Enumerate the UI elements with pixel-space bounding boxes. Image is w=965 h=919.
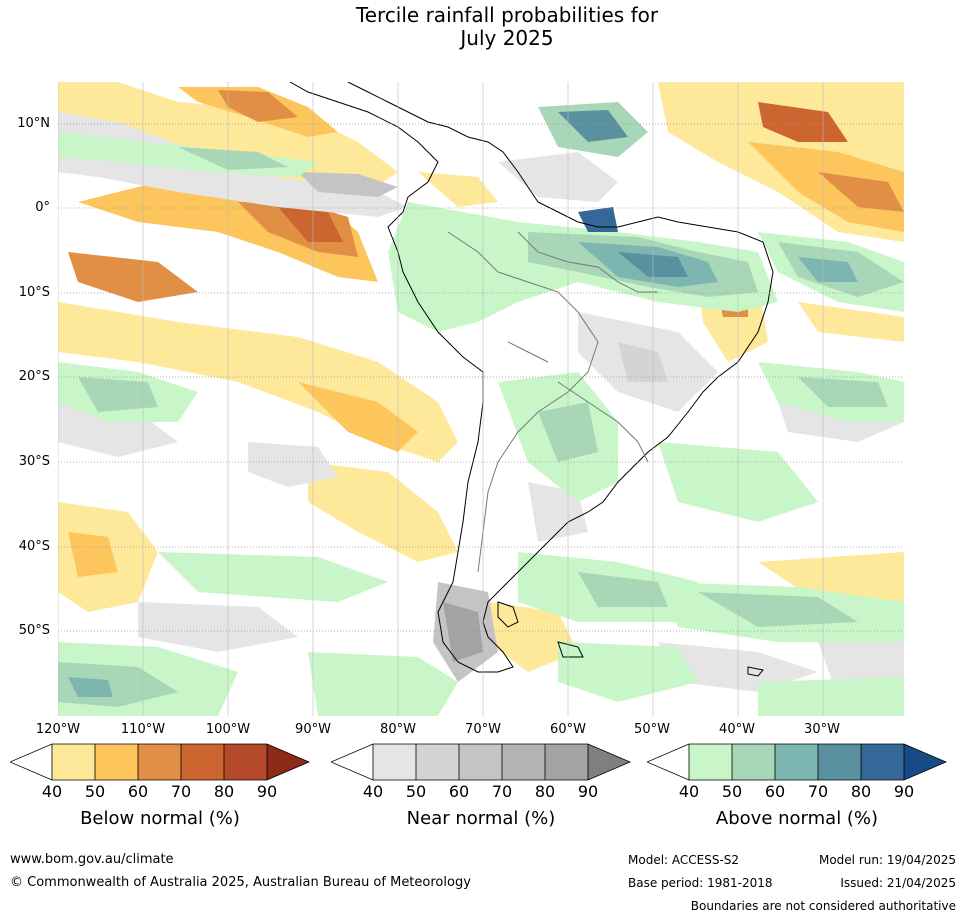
copyright-text: © Commonwealth of Australia 2025, Austra… bbox=[10, 875, 471, 890]
cb-tick: 60 bbox=[127, 782, 149, 801]
cb-tick: 40 bbox=[362, 782, 384, 801]
country-borders bbox=[447, 231, 658, 573]
lon-label: 80°W bbox=[380, 722, 416, 737]
cb-near-4 bbox=[502, 744, 545, 780]
cb-tick: 90 bbox=[893, 782, 915, 801]
cb-tick: 70 bbox=[491, 782, 513, 801]
cb-tick: 50 bbox=[405, 782, 427, 801]
disclaimer-text: Boundaries are not considered authoritat… bbox=[690, 899, 956, 913]
cb-near-5 bbox=[545, 744, 588, 780]
cb-tick: 40 bbox=[678, 782, 700, 801]
base-period-text: Base period: 1981-2018 bbox=[628, 876, 773, 890]
coastlines bbox=[289, 82, 774, 677]
cb-above-3 bbox=[775, 744, 818, 780]
issued-text: Issued: 21/04/2025 bbox=[840, 876, 956, 890]
cb-below-4 bbox=[181, 744, 224, 780]
lat-label: 40°S bbox=[18, 539, 50, 554]
cb-tick: 40 bbox=[41, 782, 63, 801]
below-normal-colorbar bbox=[10, 743, 310, 781]
lat-label: 50°S bbox=[18, 623, 50, 638]
model-text: Model: ACCESS-S2 bbox=[628, 853, 740, 867]
cb-tick: 80 bbox=[850, 782, 872, 801]
above-normal-label: Above normal (%) bbox=[715, 808, 879, 829]
cb-tick: 70 bbox=[170, 782, 192, 801]
lon-label: 60°W bbox=[550, 722, 586, 737]
lat-label: 10°S bbox=[18, 285, 50, 300]
near-normal-colorbar bbox=[331, 743, 631, 781]
cb-below-1 bbox=[52, 744, 95, 780]
title-line-2: July 2025 bbox=[460, 26, 554, 50]
cb-near-0 bbox=[331, 744, 373, 780]
cb-above-1 bbox=[689, 744, 732, 780]
rainfall-map bbox=[58, 82, 904, 716]
cb-near-6 bbox=[588, 744, 630, 780]
lat-label: 0° bbox=[35, 200, 50, 215]
cb-below-3 bbox=[138, 744, 181, 780]
cb-tick: 50 bbox=[721, 782, 743, 801]
cb-below-6 bbox=[267, 744, 309, 780]
cb-below-0 bbox=[10, 744, 52, 780]
lon-label: 100°W bbox=[205, 722, 251, 737]
title-line-1: Tercile rainfall probabilities for bbox=[355, 3, 659, 27]
lon-label: 120°W bbox=[35, 722, 81, 737]
cb-near-1 bbox=[373, 744, 416, 780]
cb-tick: 70 bbox=[807, 782, 829, 801]
cb-below-2 bbox=[95, 744, 138, 780]
lon-label: 110°W bbox=[120, 722, 166, 737]
near-normal-label: Near normal (%) bbox=[406, 808, 556, 829]
above-normal-colorbar bbox=[647, 743, 947, 781]
above-normal-shading bbox=[58, 102, 904, 716]
cb-above-0 bbox=[647, 744, 689, 780]
website-link[interactable]: www.bom.gov.au/climate bbox=[10, 852, 174, 867]
cb-near-2 bbox=[416, 744, 459, 780]
cb-tick: 90 bbox=[256, 782, 278, 801]
map-title: Tercile rainfall probabilities for July … bbox=[0, 4, 965, 50]
cb-below-5 bbox=[224, 744, 267, 780]
lon-label: 40°W bbox=[719, 722, 755, 737]
meridians bbox=[58, 82, 824, 716]
cb-tick: 80 bbox=[534, 782, 556, 801]
cb-tick: 60 bbox=[764, 782, 786, 801]
lat-label: 30°S bbox=[18, 454, 50, 469]
cb-above-2 bbox=[732, 744, 775, 780]
graticule bbox=[58, 123, 904, 632]
cb-above-6 bbox=[904, 744, 946, 780]
lon-label: 30°W bbox=[804, 722, 840, 737]
model-run-text: Model run: 19/04/2025 bbox=[818, 853, 956, 867]
cb-above-5 bbox=[861, 744, 904, 780]
below-normal-label: Below normal (%) bbox=[80, 808, 240, 829]
cb-near-3 bbox=[459, 744, 502, 780]
cb-tick: 60 bbox=[448, 782, 470, 801]
below-normal-shading bbox=[58, 82, 904, 672]
map-svg bbox=[58, 82, 904, 716]
lon-label: 50°W bbox=[634, 722, 670, 737]
lon-label: 70°W bbox=[465, 722, 501, 737]
cb-tick: 80 bbox=[213, 782, 235, 801]
cb-above-4 bbox=[818, 744, 861, 780]
lat-label: 10°N bbox=[17, 116, 50, 131]
lat-label: 20°S bbox=[18, 369, 50, 384]
cb-tick: 90 bbox=[577, 782, 599, 801]
lon-label: 90°W bbox=[295, 722, 331, 737]
cb-tick: 50 bbox=[84, 782, 106, 801]
